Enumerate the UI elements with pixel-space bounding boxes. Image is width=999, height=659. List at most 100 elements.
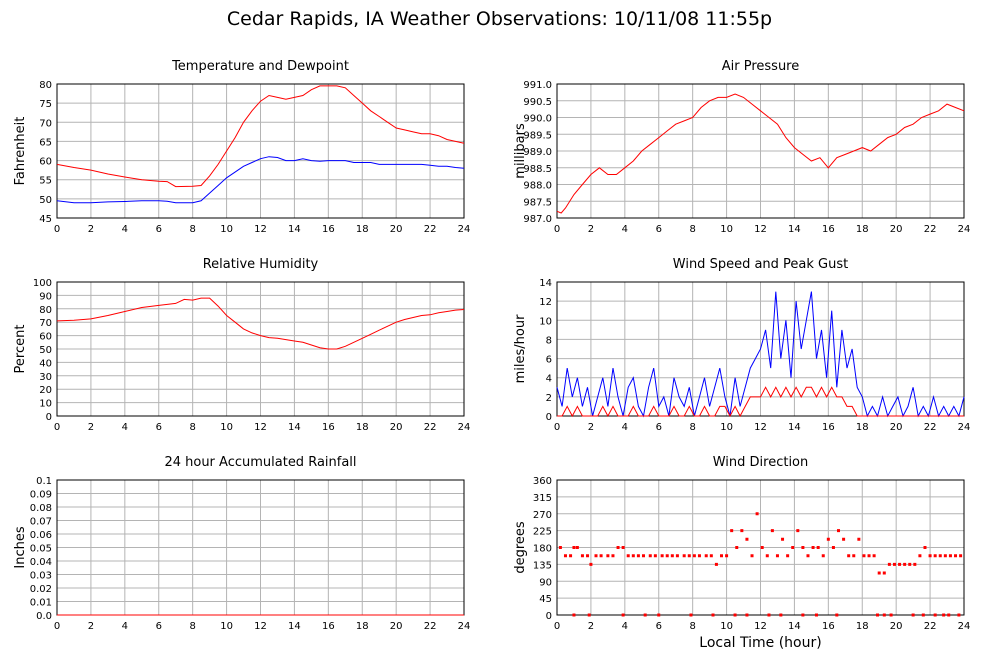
data-point (918, 554, 922, 558)
data-point (631, 554, 635, 558)
data-point (733, 613, 737, 617)
x-tick-label: 16 (822, 621, 835, 632)
data-point (621, 546, 625, 549)
data-point (611, 554, 615, 558)
x-tick-label: 24 (958, 422, 971, 433)
y-tick-label: 0.07 (30, 517, 52, 528)
y-axis-label: Percent (13, 325, 28, 374)
x-tick-label: 0 (554, 422, 560, 433)
data-point (872, 554, 876, 558)
y-tick-label: 988.0 (523, 181, 552, 192)
data-point (665, 554, 669, 558)
x-tick-label: 18 (856, 621, 869, 632)
x-tick-label: 6 (156, 224, 162, 235)
data-point (796, 529, 800, 533)
x-tick-label: 24 (958, 621, 971, 632)
x-tick-label: 2 (88, 621, 94, 632)
data-point (921, 613, 925, 617)
y-tick-label: 45 (39, 214, 52, 225)
y-tick-label: 14 (539, 278, 552, 289)
data-point (575, 546, 579, 549)
y-tick-label: 315 (533, 493, 552, 504)
data-point (948, 554, 952, 558)
data-point (572, 613, 576, 617)
data-point (831, 546, 835, 549)
x-tick-label: 20 (890, 224, 903, 235)
data-point (842, 537, 846, 541)
x-tick-label: 6 (156, 621, 162, 632)
y-tick-label: 989.5 (523, 130, 552, 141)
data-point (933, 613, 937, 617)
panel-title: Wind Direction (713, 455, 809, 470)
y-axis-label: Fahrenheit (13, 117, 28, 186)
y-tick-label: 989.0 (523, 147, 552, 158)
data-point (643, 613, 647, 617)
panel-title: 24 hour Accumulated Rainfall (164, 455, 356, 470)
y-axis-label: Inches (13, 526, 28, 568)
x-tick-label: 0 (54, 621, 60, 632)
data-point (767, 613, 771, 617)
data-point (670, 554, 674, 558)
y-tick-label: 0.1 (36, 476, 52, 487)
y-tick-label: 225 (533, 527, 552, 538)
data-point (558, 546, 562, 549)
data-point (857, 537, 861, 541)
x-tick-label: 10 (220, 224, 233, 235)
data-point (775, 554, 779, 558)
x-tick-label: 14 (288, 621, 301, 632)
x-tick-label: 24 (458, 621, 471, 632)
data-point (770, 529, 774, 533)
data-point (801, 546, 805, 549)
data-point (572, 546, 576, 549)
x-tick-label: 24 (458, 422, 471, 433)
x-tick-label: 12 (754, 621, 767, 632)
data-point (704, 554, 708, 558)
y-tick-label: 80 (39, 80, 52, 91)
series-line (56, 297, 465, 350)
data-point (898, 562, 902, 566)
data-point (653, 554, 657, 558)
x-tick-label: 12 (754, 422, 767, 433)
y-tick-label: 50 (39, 345, 52, 356)
x-tick-label: 8 (689, 422, 695, 433)
data-point (587, 613, 591, 617)
x-tick-label: 22 (924, 621, 937, 632)
y-tick-label: 40 (39, 358, 52, 369)
y-tick-label: 50 (39, 195, 52, 206)
data-point (862, 554, 866, 558)
data-point (711, 613, 715, 617)
y-tick-label: 991.0 (523, 80, 552, 91)
y-tick-label: 60 (39, 332, 52, 343)
data-point (876, 613, 880, 617)
x-tick-label: 18 (356, 422, 369, 433)
x-tick-label: 18 (856, 224, 869, 235)
x-tick-label: 20 (390, 422, 403, 433)
data-point (760, 546, 764, 549)
x-tick-label: 16 (822, 224, 835, 235)
data-point (687, 554, 691, 558)
data-point (801, 613, 805, 617)
y-tick-label: 2 (546, 393, 552, 404)
data-point (641, 554, 645, 558)
data-point (821, 554, 825, 558)
data-point (648, 554, 652, 558)
data-point (697, 554, 701, 558)
x-tick-label: 0 (54, 422, 60, 433)
data-point (911, 613, 915, 617)
data-point (765, 554, 769, 558)
x-tick-label: 14 (788, 224, 801, 235)
x-tick-label: 16 (322, 621, 335, 632)
data-point (589, 562, 593, 566)
y-tick-label: 990.0 (523, 114, 552, 125)
plot-frame (56, 83, 465, 219)
x-tick-label: 14 (788, 422, 801, 433)
data-point (781, 537, 785, 541)
y-tick-label: 8 (546, 335, 552, 346)
x-tick-label: 20 (890, 422, 903, 433)
data-point (709, 554, 713, 558)
y-tick-label: 6 (546, 355, 552, 366)
data-point (826, 537, 830, 541)
